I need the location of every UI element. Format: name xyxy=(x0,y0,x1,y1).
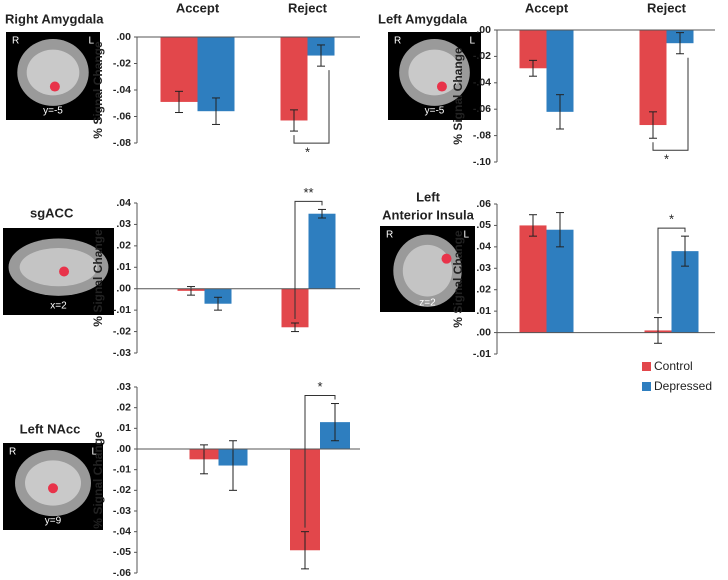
y-tick-label: -.04 xyxy=(473,77,491,89)
bar xyxy=(308,213,336,289)
y-tick-label: .02 xyxy=(116,401,131,413)
brain-label: L xyxy=(91,447,97,458)
significance-bracket xyxy=(652,57,689,151)
category-label: Reject xyxy=(647,0,687,15)
y-tick-label: .00 xyxy=(116,31,131,43)
brain-tissue xyxy=(408,49,461,96)
bar xyxy=(519,225,547,333)
brain-tissue xyxy=(25,460,81,506)
brain-label: L xyxy=(88,36,94,47)
y-tick-label: .04 xyxy=(476,241,491,253)
bar xyxy=(280,37,308,121)
significance-bracket xyxy=(293,70,330,144)
y-axis-label: % Signal Change xyxy=(451,230,465,328)
brain-tissue xyxy=(19,248,98,287)
brain-roi xyxy=(48,483,58,494)
y-tick-label: -.02 xyxy=(113,325,131,337)
y-tick-label: .02 xyxy=(116,240,131,252)
chart-title: Left Amygdala xyxy=(378,11,468,26)
brain-label: y=-5 xyxy=(43,106,63,117)
y-tick-label: -.03 xyxy=(113,505,131,517)
brain-tissue xyxy=(26,49,80,96)
significance-label: ** xyxy=(303,185,313,200)
y-tick-label: .00 xyxy=(116,443,131,455)
y-tick-label: -.08 xyxy=(113,137,131,149)
y-axis-label: % Signal Change xyxy=(91,431,105,529)
significance-label: * xyxy=(664,152,669,167)
brain-label: y=-5 xyxy=(425,106,445,117)
brain-label: R xyxy=(12,36,19,47)
y-tick-label: .06 xyxy=(476,198,491,210)
y-tick-label: .00 xyxy=(476,24,491,36)
significance-bracket xyxy=(294,200,323,319)
category-label: Accept xyxy=(176,0,220,15)
significance-label: * xyxy=(317,379,322,394)
y-axis-label: % Signal Change xyxy=(91,41,105,139)
y-tick-label: -.06 xyxy=(113,567,131,579)
significance-label: * xyxy=(305,145,310,160)
brain-label: R xyxy=(386,230,393,241)
y-tick-label: -.05 xyxy=(113,546,131,558)
chart-title: Left NAcc xyxy=(20,421,81,436)
y-tick-label: -.10 xyxy=(473,156,491,168)
category-label: Reject xyxy=(288,0,328,15)
y-tick-label: .01 xyxy=(476,305,491,317)
brain-label: L xyxy=(463,230,469,241)
y-tick-label: .04 xyxy=(116,197,131,209)
y-tick-label: .03 xyxy=(116,381,131,393)
y-tick-label: -.03 xyxy=(113,347,131,359)
y-tick-label: -.02 xyxy=(473,50,491,62)
y-tick-label: .02 xyxy=(476,283,491,295)
bar xyxy=(639,30,667,126)
y-tick-label: -.06 xyxy=(113,110,131,122)
y-tick-label: -.01 xyxy=(473,348,491,360)
y-tick-label: .01 xyxy=(116,261,131,273)
legend-swatch xyxy=(642,362,651,371)
brain-label: x=2 xyxy=(50,301,67,312)
y-tick-label: -.02 xyxy=(113,484,131,496)
chart-title: Right Amygdala xyxy=(5,11,104,26)
category-label: Accept xyxy=(525,0,569,15)
y-tick-label: -.01 xyxy=(113,463,131,475)
y-tick-label: -.08 xyxy=(473,129,491,141)
significance-bracket xyxy=(304,395,336,528)
y-tick-label: .05 xyxy=(476,219,491,231)
y-tick-label: .00 xyxy=(116,282,131,294)
y-axis-label: % Signal Change xyxy=(91,229,105,327)
bar xyxy=(204,288,232,304)
y-tick-label: .03 xyxy=(116,218,131,230)
y-tick-label: -.01 xyxy=(113,304,131,316)
significance-label: * xyxy=(669,212,674,227)
brain-tissue xyxy=(402,244,453,297)
legend-swatch xyxy=(642,382,651,391)
y-axis-label: % Signal Change xyxy=(451,47,465,145)
brain-roi xyxy=(436,81,447,92)
brain-label: z=2 xyxy=(419,298,436,309)
legend-label: Control xyxy=(654,359,693,373)
y-tick-label: -.02 xyxy=(113,57,131,69)
y-tick-label: .00 xyxy=(476,326,491,338)
brain-label: R xyxy=(394,36,401,47)
y-tick-label: .03 xyxy=(476,262,491,274)
brain-label: y=9 xyxy=(45,516,62,527)
y-tick-label: -.04 xyxy=(113,525,131,537)
chart-title: Anterior Insula xyxy=(382,207,475,222)
brain-roi xyxy=(49,81,60,92)
y-tick-label: -.04 xyxy=(113,84,131,96)
chart-title: Left xyxy=(416,189,441,204)
y-tick-label: .01 xyxy=(116,422,131,434)
brain-roi xyxy=(59,266,70,277)
chart-title: sgACC xyxy=(30,205,74,220)
brain-label: R xyxy=(9,447,16,458)
brain-roi xyxy=(441,253,452,264)
y-tick-label: -.06 xyxy=(473,103,491,115)
brain-label: L xyxy=(469,36,475,47)
legend-label: Depressed xyxy=(654,379,712,393)
significance-bracket xyxy=(657,227,686,314)
